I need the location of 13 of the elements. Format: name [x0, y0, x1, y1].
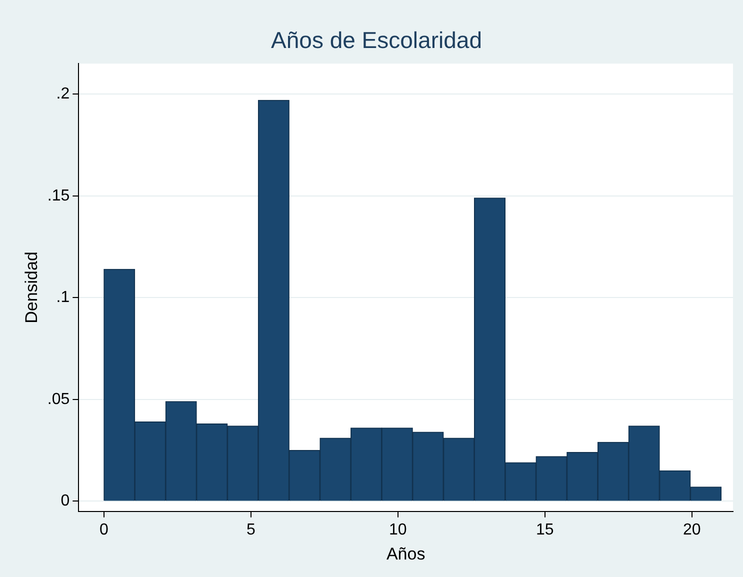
y-tick-label: .15 [47, 187, 70, 204]
y-tick-label: .2 [56, 86, 70, 103]
x-tick-label: 10 [388, 521, 407, 538]
chart-title: Años de Escolaridad [271, 27, 482, 54]
x-axis-title: Años [386, 544, 426, 564]
y-axis-title: Densidad [22, 252, 41, 324]
y-tick-label: .1 [56, 289, 70, 306]
x-tick-label: 5 [246, 521, 256, 538]
x-tick-label: 20 [682, 521, 701, 538]
y-tick-label: .05 [47, 390, 70, 408]
y-tick-label: 0 [60, 492, 70, 510]
x-tick-label: 15 [536, 521, 554, 538]
x-tick-label: 0 [99, 521, 108, 538]
